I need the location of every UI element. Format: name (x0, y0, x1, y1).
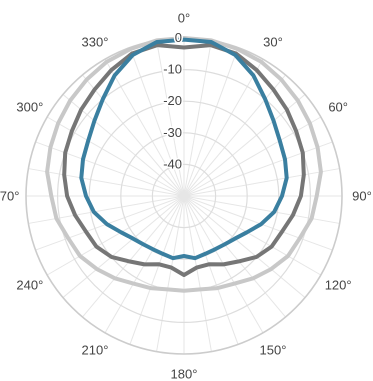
angular-tick-label: 210° (82, 343, 109, 358)
angular-gridline (62, 94, 185, 197)
angular-gridline (28, 195, 185, 224)
radial-tick-label: -40 (163, 156, 182, 171)
series-line-1 (45, 36, 323, 293)
angular-gridline (104, 58, 185, 197)
angular-gridline (183, 74, 286, 197)
angular-tick-label: 0° (178, 11, 190, 26)
angular-gridline (28, 168, 185, 197)
polar-grid (25, 37, 343, 355)
angular-gridline (183, 168, 340, 197)
angular-gridline (183, 58, 264, 197)
angular-tick-label: 60° (328, 100, 348, 115)
angular-gridline (46, 195, 185, 276)
angular-gridline (183, 195, 239, 345)
angular-gridline (129, 195, 185, 345)
angular-gridline (183, 195, 212, 352)
angular-gridline (183, 195, 306, 298)
polar-labels: 0° 30° 60° 90° 120° 150° 180° 210° 240° 270° 300° 3… (0, 11, 372, 381)
angular-tick-label: 30° (263, 34, 283, 49)
angular-gridline (183, 195, 322, 276)
radial-tick-label: -10 (163, 62, 182, 77)
angular-gridline (183, 47, 239, 197)
angular-gridline (183, 40, 212, 197)
angular-gridline (35, 195, 185, 251)
angular-tick-label: 330° (82, 34, 109, 49)
angular-gridline (183, 195, 286, 318)
angular-tick-label: 300° (16, 100, 43, 115)
series-line-3 (79, 37, 289, 261)
angular-gridline (183, 141, 333, 197)
angular-gridline (46, 116, 185, 197)
angular-tick-label: 270° (0, 189, 19, 204)
angular-gridline (35, 141, 185, 197)
radial-gridline (120, 132, 248, 260)
angular-gridline (129, 47, 185, 197)
radial-tick-label: -20 (163, 93, 182, 108)
angular-gridline (183, 195, 340, 224)
radial-gridline (151, 163, 217, 229)
angular-tick-label: 240° (16, 278, 43, 293)
angular-tick-label: 180° (171, 367, 198, 381)
angular-tick-label: 120° (325, 278, 352, 293)
angular-tick-label: 90° (352, 189, 372, 204)
angular-gridline (82, 195, 185, 318)
angular-gridline (156, 195, 185, 352)
angular-gridline (183, 195, 333, 251)
angular-tick-label: 150° (260, 343, 287, 358)
polar-series (45, 36, 323, 293)
series-line-2 (62, 43, 306, 277)
angular-gridline (183, 116, 322, 197)
angular-gridline (82, 74, 185, 197)
radial-gridline (56, 68, 312, 324)
angular-gridline (183, 94, 306, 197)
radial-tick-label: -30 (163, 125, 182, 140)
angular-gridline (156, 40, 185, 197)
radial-tick-label: 0 (175, 30, 182, 45)
angular-gridline (62, 195, 185, 298)
